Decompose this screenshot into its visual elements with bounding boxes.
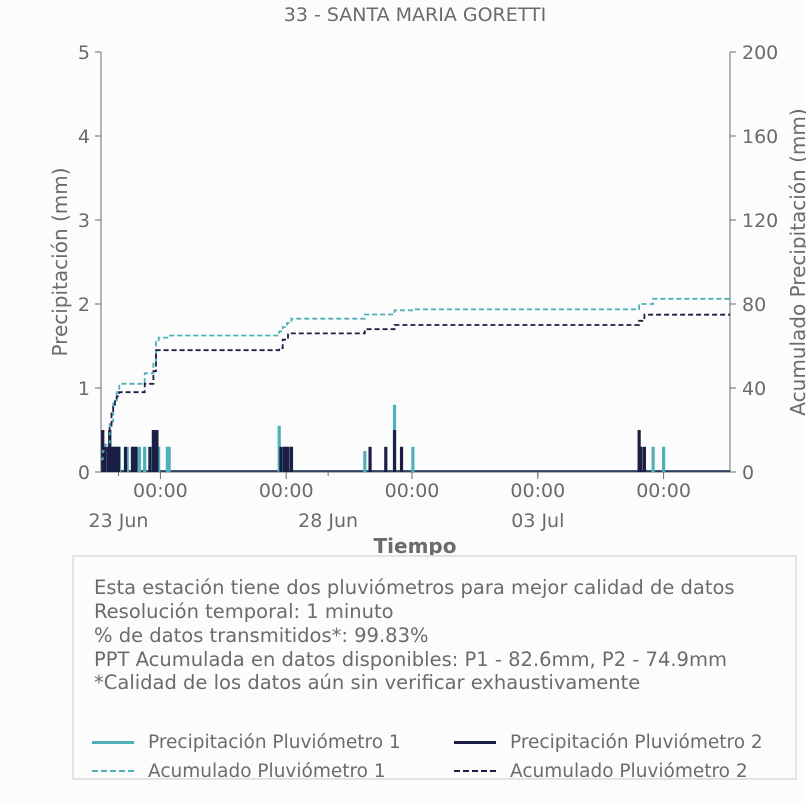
precip-bar: [116, 446, 121, 472]
precip-bar: [151, 430, 156, 472]
precip-bar: [639, 446, 643, 472]
precip-bar: [368, 446, 372, 472]
info-line-transmitted: % de datos transmitidos*: 99.83%: [94, 624, 429, 647]
precip-bar: [113, 446, 117, 472]
precip-bar: [282, 446, 287, 472]
precip-bar: [106, 446, 110, 472]
legend-item-accum-p1: Acumulado Pluviómetro 1: [92, 758, 386, 784]
precip-bar: [108, 430, 112, 472]
precip-bar: [115, 446, 119, 472]
y2-tick-label: 120: [742, 210, 778, 232]
precip-bar: [102, 446, 107, 472]
y2-tick-label: 80: [742, 294, 766, 316]
y2-tick-label: 40: [742, 378, 766, 400]
y2-tick-label: 200: [742, 42, 778, 64]
cumulative-line: [101, 297, 731, 461]
info-line-quality-note: *Calidad de los datos aún sin verificar …: [94, 671, 641, 694]
precip-bar: [155, 430, 159, 472]
precip-bar: [289, 446, 294, 472]
x-date-label: 03 Jul: [511, 510, 564, 532]
x-axis-label: Tiempo: [374, 534, 457, 558]
legend-swatch-precip-p1: [92, 740, 134, 744]
x-tick-label: 00:00: [385, 480, 440, 502]
legend-item-precip-p2: Precipitación Pluviómetro 2: [454, 729, 763, 755]
precip-bar: [148, 446, 152, 472]
y-tick-label: 1: [78, 378, 90, 400]
precipitation-chart: 33 - SANTA MARIA GORETTI 0 1 2 3 4 5 0 40 80 120 16…: [48, 4, 806, 558]
info-line-resolution: Resolución temporal: 1 minuto: [94, 600, 394, 623]
precip-bar: [153, 430, 157, 472]
precip-bar: [363, 451, 367, 472]
legend-item-precip-p1: Precipitación Pluviómetro 1: [92, 729, 401, 755]
precip-bar: [662, 446, 666, 472]
precip-bar: [411, 446, 415, 472]
precip-bar: [125, 446, 129, 472]
precip-bar: [279, 446, 283, 472]
y2-tick-label: 160: [742, 126, 778, 148]
x-tick-label: 00:00: [636, 480, 691, 502]
y-tick-label: 5: [78, 42, 90, 64]
chart-title: 33 - SANTA MARIA GORETTI: [284, 4, 547, 26]
legend-swatch-accum-p2: [454, 770, 496, 772]
precip-bar: [384, 446, 388, 472]
precip-bar: [281, 446, 285, 472]
precip-bar: [130, 446, 135, 472]
y-tick-label: 2: [78, 294, 90, 316]
info-line-stations: Esta estación tiene dos pluviómetros par…: [94, 576, 735, 599]
precip-bar: [392, 430, 397, 472]
legend-label-precip-p2: Precipitación Pluviómetro 2: [510, 731, 763, 753]
y-tick-label: 4: [78, 126, 90, 148]
cumulative-line: [101, 313, 730, 465]
precip-bar: [165, 446, 169, 472]
precip-bar: [399, 446, 404, 472]
precip-bar: [642, 446, 646, 472]
y-tick-label: 0: [78, 462, 90, 484]
x-tick-label: 00:00: [510, 480, 565, 502]
info-panel: Esta estación tiene dos pluviómetros par…: [72, 555, 797, 782]
precip-bar: [137, 446, 142, 472]
precip-bar: [136, 446, 140, 472]
precip-bar: [132, 446, 136, 472]
y2-tick-label: 0: [742, 462, 754, 484]
precip-bar: [134, 446, 138, 472]
legend-label-accum-p1: Acumulado Pluviómetro 1: [148, 760, 386, 782]
precip-bar: [157, 446, 161, 472]
legend-label-accum-p2: Acumulado Pluviómetro 2: [510, 760, 748, 782]
precip-bar: [286, 446, 290, 472]
info-line-accumulated: PPT Acumulada en datos disponibles: P1 -…: [94, 648, 727, 671]
legend-label-precip-p1: Precipitación Pluviómetro 1: [148, 731, 401, 753]
precip-bar: [651, 446, 655, 472]
legend-swatch-precip-p2: [454, 740, 496, 744]
x-tick-label: 00:00: [259, 480, 314, 502]
precip-bar: [143, 446, 147, 472]
precip-bar: [109, 446, 114, 472]
y-axis-label: Precipitación (mm): [48, 167, 72, 356]
precip-bar: [277, 425, 281, 472]
legend-item-accum-p2: Acumulado Pluviómetro 2: [454, 758, 748, 784]
precip-bar: [123, 446, 128, 472]
x-date-label: 28 Jun: [298, 510, 358, 532]
precip-bar: [167, 446, 171, 472]
y-tick-label: 3: [78, 210, 90, 232]
precip-bar: [111, 446, 115, 472]
precip-bar: [637, 430, 641, 472]
precip-bar: [284, 446, 288, 472]
x-tick-label: 00:00: [133, 480, 188, 502]
y2-axis-label: Acumulado Precipitación (mm): [786, 108, 806, 415]
legend-swatch-accum-p1: [92, 770, 134, 772]
x-date-label: 23 Jun: [89, 510, 149, 532]
